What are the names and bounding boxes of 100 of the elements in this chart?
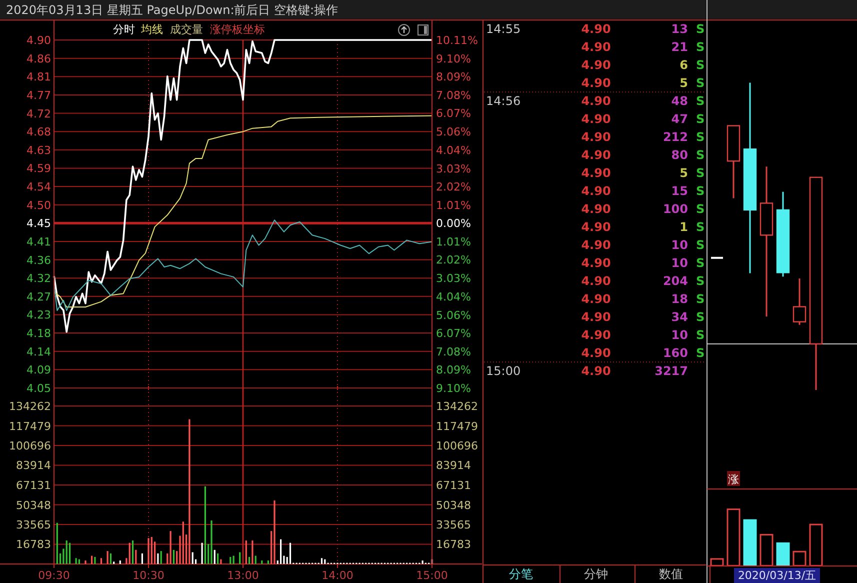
y-tick-label: 50348 (16, 498, 51, 512)
text: 4.90 (581, 184, 611, 198)
y2-tick-label: 67131 (436, 479, 471, 492)
y-tick-label: 4.23 (26, 308, 51, 322)
y-tick-label: 4.86 (26, 52, 51, 66)
y2-tick-label: 9.10% (436, 52, 471, 66)
text: 1 (680, 220, 688, 234)
text: 212 (662, 130, 688, 144)
text: S (696, 328, 705, 342)
text: 14:55 (486, 22, 521, 36)
text: 34 (671, 310, 688, 324)
text: 10 (671, 328, 688, 342)
y-tick-label: 67131 (16, 479, 51, 492)
y2-tick-label: 10.11% (436, 34, 478, 47)
x-tick-label: 14:00 (322, 569, 354, 582)
text: 4.90 (581, 274, 611, 288)
text: 4.90 (581, 328, 611, 342)
y-tick-label: 4.90 (26, 34, 51, 47)
y-tick-label: 83914 (16, 459, 51, 472)
text: 4.90 (581, 310, 611, 324)
text: 47 (671, 112, 688, 126)
text: S (696, 292, 705, 306)
text: 160 (662, 346, 688, 360)
text: 4.90 (581, 22, 611, 36)
text: 6 (680, 58, 688, 72)
text: 数值 (659, 567, 683, 581)
text: 5 (680, 76, 688, 90)
y-tick-label: 4.41 (26, 235, 51, 248)
x-tick-label: 09:30 (38, 569, 70, 582)
text: 分钟 (584, 567, 608, 581)
y-tick-label: 4.59 (26, 162, 51, 176)
text: 4.90 (581, 256, 611, 270)
text: 15:00 (486, 364, 521, 378)
text: 4.90 (581, 58, 611, 72)
y-tick-label: 4.32 (26, 272, 51, 286)
text: S (696, 130, 705, 144)
y2-tick-label: 3.03% (436, 272, 471, 286)
y-tick-label: 4.72 (26, 107, 51, 120)
text: 4.90 (581, 238, 611, 252)
y-tick-label: 33565 (16, 518, 51, 532)
y2-tick-label: 83914 (436, 459, 471, 472)
text: 4.90 (581, 130, 611, 144)
y2-tick-label: 0.00% (436, 217, 471, 230)
text: S (696, 256, 705, 270)
text: S (696, 184, 705, 198)
text: 4.90 (581, 166, 611, 180)
text: 4.90 (581, 94, 611, 108)
text: 80 (671, 148, 688, 162)
text: 21 (671, 40, 688, 54)
y-tick-label: 4.09 (26, 364, 51, 377)
text: S (696, 76, 705, 90)
y2-tick-label: 7.08% (436, 88, 471, 102)
text: 4.90 (581, 40, 611, 54)
text: 18 (671, 292, 688, 306)
y2-tick-label: 6.07% (436, 107, 471, 120)
y-tick-label: 134262 (9, 400, 51, 413)
text: 4.90 (581, 148, 611, 162)
text: 5 (680, 166, 688, 180)
text: 204 (662, 274, 688, 288)
y2-tick-label: 1.01% (436, 235, 471, 248)
y-tick-label: 4.54 (26, 180, 51, 194)
text: 4.90 (581, 292, 611, 306)
y2-tick-label: 134262 (436, 400, 478, 413)
y2-tick-label: 2.02% (436, 254, 471, 267)
text: 10 (671, 238, 688, 252)
y2-tick-label: 1.01% (436, 198, 471, 212)
text: S (696, 58, 705, 72)
y-tick-label: 4.36 (26, 254, 51, 267)
text: 14:56 (486, 94, 521, 108)
y2-tick-label: 8.09% (436, 364, 471, 377)
text: 15 (671, 184, 688, 198)
y2-tick-label: 5.06% (436, 125, 471, 138)
y-tick-label: 4.77 (26, 88, 51, 102)
y2-tick-label: 3.03% (436, 162, 471, 176)
text: 48 (671, 94, 688, 108)
y2-tick-label: 9.10% (436, 382, 471, 395)
y2-tick-label: 2.02% (436, 180, 471, 194)
text: 10 (671, 256, 688, 270)
text: 成交量 (170, 23, 203, 36)
y2-tick-label: 33565 (436, 518, 471, 532)
y2-tick-label: 6.07% (436, 327, 471, 340)
y-tick-label: 4.68 (26, 126, 51, 139)
y2-tick-label: 7.08% (436, 345, 471, 358)
y2-tick-label: 4.04% (436, 290, 471, 304)
text: S (696, 238, 705, 252)
y-tick-label: 4.63 (26, 144, 51, 157)
y2-tick-label: 8.09% (436, 70, 471, 84)
text: 4.90 (581, 202, 611, 216)
text: 4.90 (581, 364, 611, 378)
y-tick-label: 4.18 (26, 327, 51, 340)
text: S (696, 202, 705, 216)
text: S (696, 346, 705, 360)
y2-tick-label: 5.06% (436, 308, 471, 322)
x-axis-title: 2020/03/13/五 (738, 569, 816, 582)
text: 100 (662, 202, 688, 216)
text: 涨停板坐标 (210, 23, 265, 36)
text: S (696, 166, 705, 180)
y-tick-label: 4.27 (26, 290, 51, 304)
y2-tick-label: 100696 (436, 440, 478, 452)
y-tick-label: 4.81 (26, 70, 51, 84)
